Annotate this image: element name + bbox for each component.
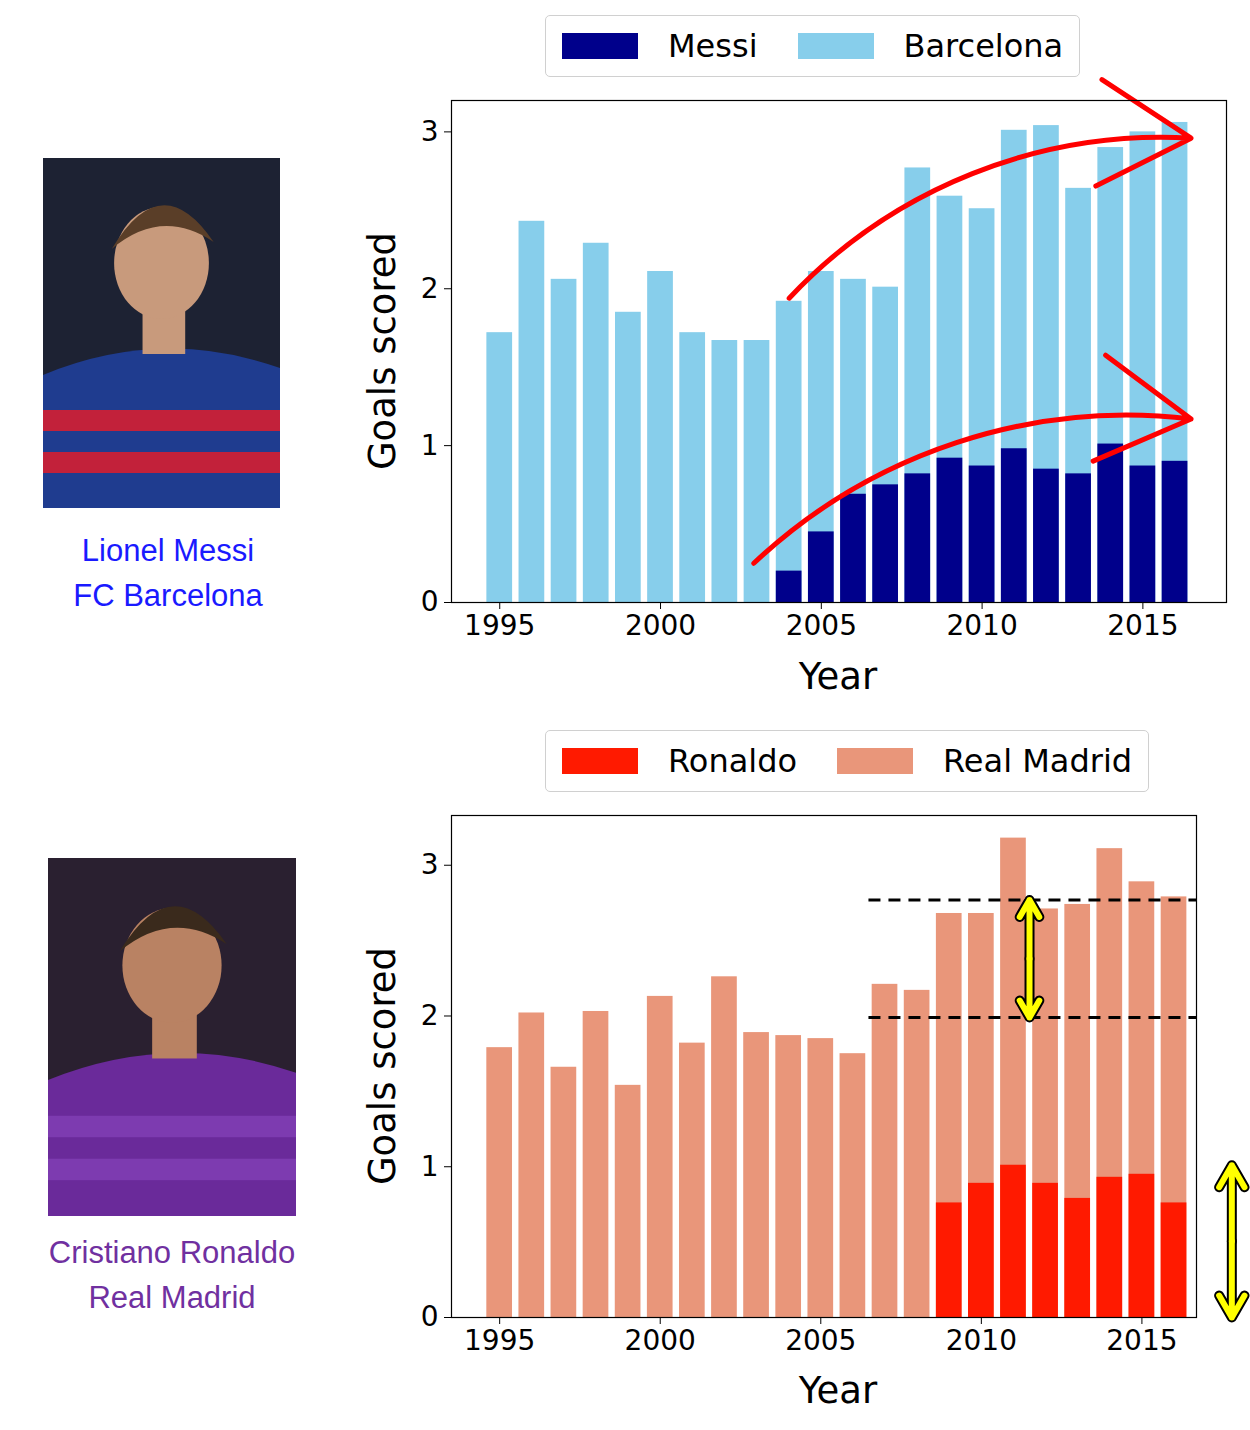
html-text:Year: Year [798,1368,878,1412]
svg-text:0: 0 [421,585,439,618]
svg-text:2000: 2000 [625,1324,696,1357]
svg-text:2015: 2015 [1106,1324,1177,1357]
svg-text:2000: 2000 [625,609,696,642]
svg-text:1995: 1995 [464,609,535,642]
html-text:Goals scored: Goals scored [360,231,404,471]
svg-text:2: 2 [421,999,439,1032]
svg-text:2005: 2005 [786,609,857,642]
html-text:Messi: Messi [668,27,758,65]
html-text:Cristiano Ronaldo: Cristiano Ronaldo [48,1235,296,1270]
svg-text:2010: 2010 [946,609,1017,642]
html-text:Year: Year [798,654,878,698]
svg-text:2015: 2015 [1107,609,1178,642]
svg-text:3: 3 [421,848,439,881]
svg-text:2: 2 [421,272,439,305]
svg-text:2005: 2005 [785,1324,856,1357]
svg-text:0: 0 [421,1300,439,1333]
html-text:Ronaldo: Ronaldo [668,742,797,780]
html-text:Real Madrid: Real Madrid [88,1280,256,1315]
html-text:Goals scored: Goals scored [360,946,404,1186]
html-text:Lionel Messi: Lionel Messi [81,533,255,568]
svg-text:1995: 1995 [464,1324,535,1357]
html-text:FC Barcelona: FC Barcelona [73,578,263,613]
svg-text:1: 1 [421,1150,439,1183]
svg-text:2010: 2010 [946,1324,1017,1357]
svg-text:3: 3 [421,115,439,148]
svg-text:1: 1 [421,429,439,462]
html-text:Barcelona: Barcelona [903,27,1064,65]
html-text:Real Madrid: Real Madrid [943,742,1133,780]
